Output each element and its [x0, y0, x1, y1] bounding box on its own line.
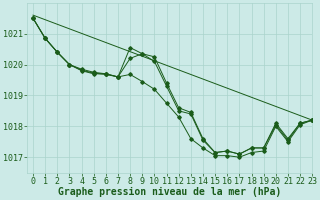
X-axis label: Graphe pression niveau de la mer (hPa): Graphe pression niveau de la mer (hPa) [58, 187, 281, 197]
